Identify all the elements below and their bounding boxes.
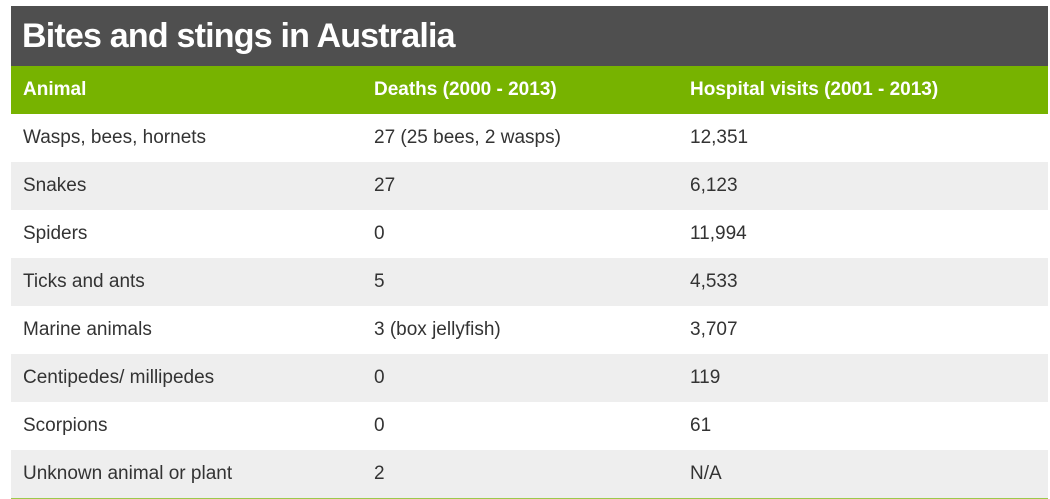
cell-hospital-visits: 3,707: [690, 319, 738, 340]
table-row: Centipedes/ millipedes 0 119: [11, 354, 1048, 402]
cell-animal: Scorpions: [23, 415, 108, 436]
cell-hospital-visits: N/A: [690, 463, 722, 484]
cell-animal: Ticks and ants: [23, 271, 145, 292]
table-row: Wasps, bees, hornets 27 (25 bees, 2 wasp…: [11, 114, 1048, 162]
table-body: Wasps, bees, hornets 27 (25 bees, 2 wasp…: [11, 114, 1048, 498]
table-row: Spiders 0 11,994: [11, 210, 1048, 258]
header-row: Animal Deaths (2000 - 2013) Hospital vis…: [11, 66, 1048, 114]
cell-hospital-visits: 12,351: [690, 127, 749, 148]
cell-hospital-visits: 11,994: [690, 223, 747, 244]
cell-animal: Spiders: [23, 223, 88, 244]
cell-animal: Marine animals: [23, 319, 152, 340]
cell-animal: Unknown animal or plant: [23, 463, 233, 484]
cell-deaths: 27: [374, 175, 396, 196]
cell-hospital-visits: 6,123: [690, 175, 738, 196]
cell-hospital-visits: 119: [690, 367, 721, 388]
data-table: Animal Deaths (2000 - 2013) Hospital vis…: [11, 66, 1048, 498]
title-bar: Bites and stings in Australia: [11, 6, 1048, 66]
cell-animal: Snakes: [23, 175, 87, 196]
table-row: Unknown animal or plant 2 N/A: [11, 450, 1048, 498]
cell-hospital-visits: 61: [690, 415, 712, 436]
table-row: Marine animals 3 (box jellyfish) 3,707: [11, 306, 1048, 354]
cell-hospital-visits: 4,533: [690, 271, 738, 292]
cell-deaths: 2: [374, 463, 385, 484]
cell-deaths: 0: [374, 367, 385, 388]
bites-stings-infobox: Bites and stings in Australia Animal Dea…: [11, 6, 1048, 499]
cell-animal: Centipedes/ millipedes: [23, 367, 215, 388]
table-row: Scorpions 0 61: [11, 402, 1048, 450]
table-row: Ticks and ants 5 4,533: [11, 258, 1048, 306]
cell-deaths: 0: [374, 415, 385, 436]
header-animal: Animal: [23, 79, 87, 100]
page-title: Bites and stings in Australia: [22, 17, 456, 55]
cell-deaths: 3 (box jellyfish): [374, 319, 501, 340]
header-hospital-visits: Hospital visits (2001 - 2013): [690, 79, 939, 100]
cell-animal: Wasps, bees, hornets: [23, 127, 207, 148]
header-deaths: Deaths (2000 - 2013): [374, 79, 557, 100]
cell-deaths: 27 (25 bees, 2 wasps): [374, 127, 561, 148]
table-header: Animal Deaths (2000 - 2013) Hospital vis…: [11, 66, 1048, 114]
table-row: Snakes 27 6,123: [11, 162, 1048, 210]
cell-deaths: 5: [374, 271, 385, 292]
cell-deaths: 0: [374, 223, 385, 244]
